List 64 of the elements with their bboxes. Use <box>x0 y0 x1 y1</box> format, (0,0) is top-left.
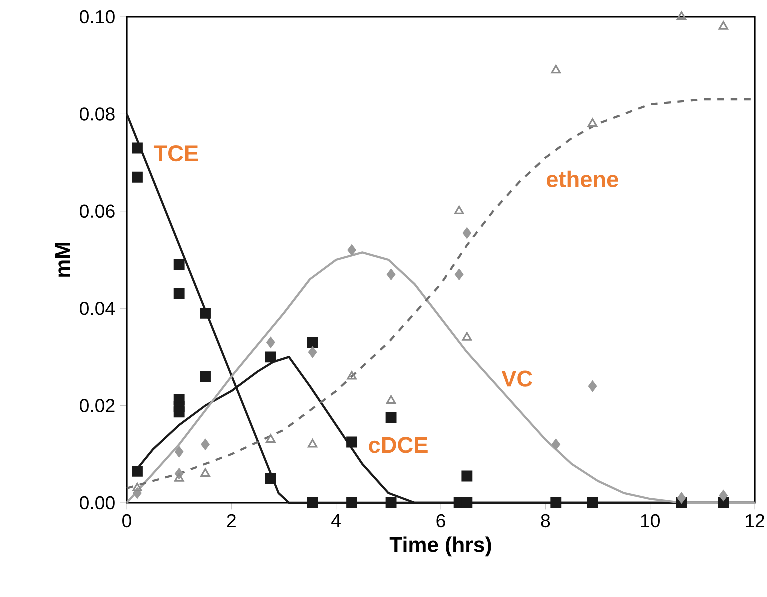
point <box>551 64 561 74</box>
point <box>454 206 464 215</box>
y-tick-label: 0.02 <box>80 399 115 412</box>
x-tick-label: 12 <box>746 514 764 528</box>
point <box>552 439 560 450</box>
point <box>588 380 598 392</box>
point <box>265 473 276 484</box>
x-tick-label: 0 <box>122 514 132 528</box>
series-label: TCE <box>154 146 198 162</box>
point <box>132 466 143 477</box>
y-tick-label: 0.04 <box>80 302 116 316</box>
x-tick-label: 6 <box>436 514 446 528</box>
point <box>132 482 142 492</box>
point <box>174 288 185 300</box>
point <box>455 269 464 280</box>
point <box>132 142 143 154</box>
point <box>677 492 686 504</box>
y-axis-title: mM <box>55 243 70 277</box>
x-tick-label: 2 <box>227 514 236 528</box>
point <box>174 259 185 270</box>
point <box>346 436 358 448</box>
point <box>347 371 357 380</box>
point <box>175 446 184 458</box>
point <box>550 498 562 508</box>
point <box>462 470 473 482</box>
x-axis-title: Time (hrs) <box>390 536 492 557</box>
point <box>174 406 185 418</box>
point <box>386 395 396 404</box>
point <box>346 498 358 508</box>
point <box>307 498 318 508</box>
x-tick-label: 10 <box>641 514 660 528</box>
y-tick-label: 0.06 <box>80 204 115 218</box>
point <box>676 12 687 20</box>
point <box>266 434 276 443</box>
point <box>201 439 210 450</box>
point <box>348 244 356 256</box>
point <box>386 269 396 280</box>
point <box>719 490 728 502</box>
x-tick-label: 8 <box>541 514 550 528</box>
point <box>386 412 397 424</box>
point <box>132 172 143 183</box>
point <box>386 498 397 508</box>
point <box>308 439 318 448</box>
x-tick-label: 4 <box>332 514 341 528</box>
series-label: VC <box>502 370 532 387</box>
point <box>265 352 276 363</box>
y-tick-label: 0.00 <box>80 496 115 510</box>
point <box>200 468 210 477</box>
point <box>588 118 598 128</box>
point <box>200 308 211 319</box>
point <box>308 346 318 358</box>
point <box>587 498 598 508</box>
point <box>266 337 276 348</box>
point <box>462 228 472 239</box>
point <box>462 332 472 341</box>
series-label: cDCE <box>369 437 428 454</box>
text: ethene <box>546 170 618 188</box>
y-tick-label: 0.08 <box>80 108 115 121</box>
point <box>200 371 211 382</box>
point <box>718 498 730 508</box>
point <box>307 337 318 348</box>
point <box>174 473 184 482</box>
y-tick-label: 0.10 <box>80 10 115 24</box>
point <box>718 21 728 30</box>
